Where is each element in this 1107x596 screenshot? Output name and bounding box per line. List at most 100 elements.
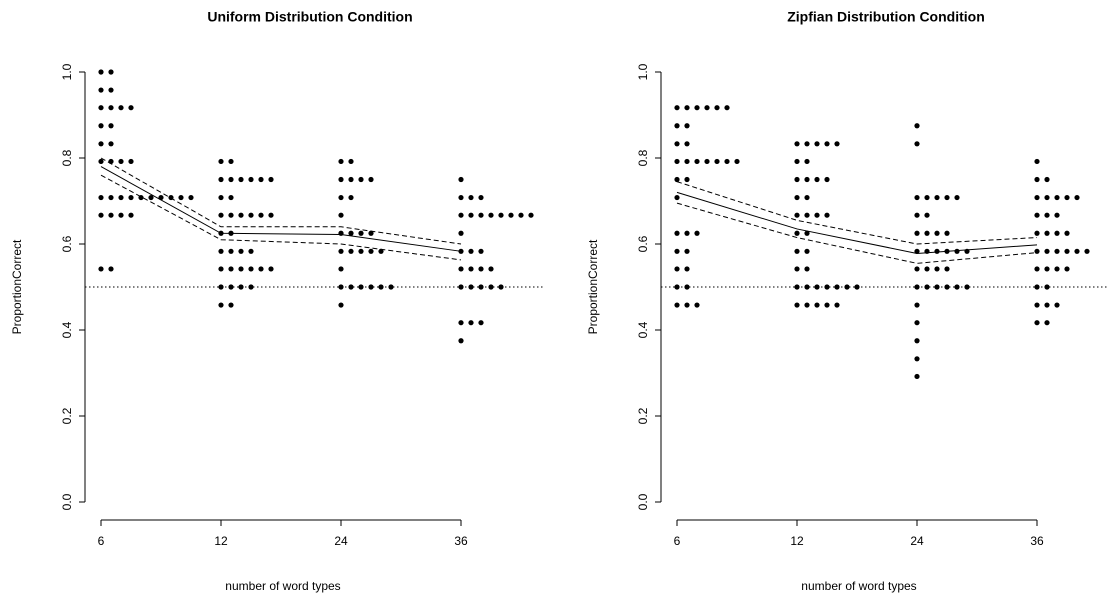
data-dot [1034, 248, 1040, 254]
data-dot [804, 194, 810, 201]
data-dot [694, 302, 700, 308]
data-dot [228, 266, 234, 272]
data-dot [228, 158, 234, 165]
data-dot [258, 176, 264, 183]
data-dot [478, 248, 484, 254]
data-dot [674, 284, 680, 290]
data-dot [468, 266, 474, 272]
data-dot [814, 284, 820, 290]
y-tick-label: 0.0 [636, 493, 650, 510]
data-dot [108, 69, 114, 75]
data-dot [684, 248, 690, 254]
data-dot [118, 105, 124, 111]
data-dot [1054, 302, 1060, 308]
trend-line [676, 181, 1038, 245]
data-dot [804, 176, 810, 183]
data-dot [498, 212, 504, 218]
data-dot [358, 176, 364, 183]
data-dot [844, 284, 850, 290]
data-dot [368, 230, 374, 236]
data-dot [108, 141, 114, 147]
data-dot [684, 302, 690, 308]
x-tick-label: 24 [910, 534, 924, 548]
data-dot [118, 212, 124, 218]
data-dot [674, 266, 680, 272]
x-tick-label: 24 [334, 534, 348, 548]
data-dot [914, 141, 920, 147]
data-dot [674, 230, 680, 236]
x-axis-label: number of word types [801, 579, 916, 593]
data-dot [218, 176, 224, 183]
data-dot [128, 212, 134, 218]
data-dot [1044, 284, 1050, 290]
data-dot [914, 356, 920, 362]
data-dot [228, 212, 234, 218]
data-dot [794, 230, 800, 236]
data-dot [458, 338, 464, 344]
data-dot [98, 69, 104, 75]
data-dot [684, 266, 690, 272]
data-dot [218, 248, 224, 254]
chart-title: Zipfian Distribution Condition [787, 9, 985, 25]
data-dot [674, 141, 680, 147]
data-dot [248, 284, 254, 290]
data-dot [804, 230, 810, 236]
chart-title: Uniform Distribution Condition [207, 9, 412, 25]
y-tick-label: 0.2 [636, 407, 650, 424]
data-dot [794, 248, 800, 254]
trend-line [100, 157, 462, 245]
trend-line [100, 174, 462, 261]
data-dot [914, 373, 920, 380]
data-dot [824, 302, 830, 308]
x-tick-label: 36 [454, 534, 468, 548]
data-dot [924, 212, 930, 218]
data-dot [248, 266, 254, 272]
data-dot [674, 158, 680, 165]
y-tick-label: 0.2 [60, 407, 74, 424]
data-dot [824, 284, 830, 290]
data-dot [1044, 230, 1050, 236]
data-dot [674, 123, 680, 129]
data-dot [684, 284, 690, 290]
data-dot [1064, 230, 1070, 236]
data-dot [854, 284, 860, 290]
y-tick-label: 0.8 [60, 149, 74, 166]
data-dot [218, 212, 224, 218]
data-dot [1054, 194, 1060, 201]
data-dot [348, 176, 354, 183]
data-dot [824, 141, 830, 147]
data-dot [794, 284, 800, 290]
data-dot [684, 123, 690, 129]
data-dot [1084, 248, 1090, 254]
y-tick-label: 0.0 [60, 493, 74, 510]
data-dot [458, 230, 464, 236]
data-dot [98, 105, 104, 111]
data-dot [98, 141, 104, 147]
data-dot [724, 105, 730, 111]
data-dot [338, 284, 344, 290]
data-dot [268, 266, 274, 272]
data-dot [218, 158, 224, 165]
data-dot [804, 158, 810, 165]
data-dot [794, 266, 800, 272]
data-dot [128, 194, 134, 201]
x-tick-label: 6 [98, 534, 105, 548]
data-dot [458, 284, 464, 290]
data-dot [1044, 266, 1050, 272]
data-dot [1034, 284, 1040, 290]
data-dot [934, 248, 940, 254]
data-dot [108, 105, 114, 111]
data-dot [804, 248, 810, 254]
data-dot [478, 194, 484, 201]
data-dot [1034, 320, 1040, 326]
data-dot [924, 284, 930, 290]
data-dot [468, 194, 474, 201]
x-tick-label: 6 [674, 534, 681, 548]
data-dot [128, 105, 134, 111]
data-dot [378, 248, 384, 254]
data-dot [924, 266, 930, 272]
data-dot [834, 284, 840, 290]
data-dot [1044, 176, 1050, 183]
data-dot [98, 212, 104, 218]
